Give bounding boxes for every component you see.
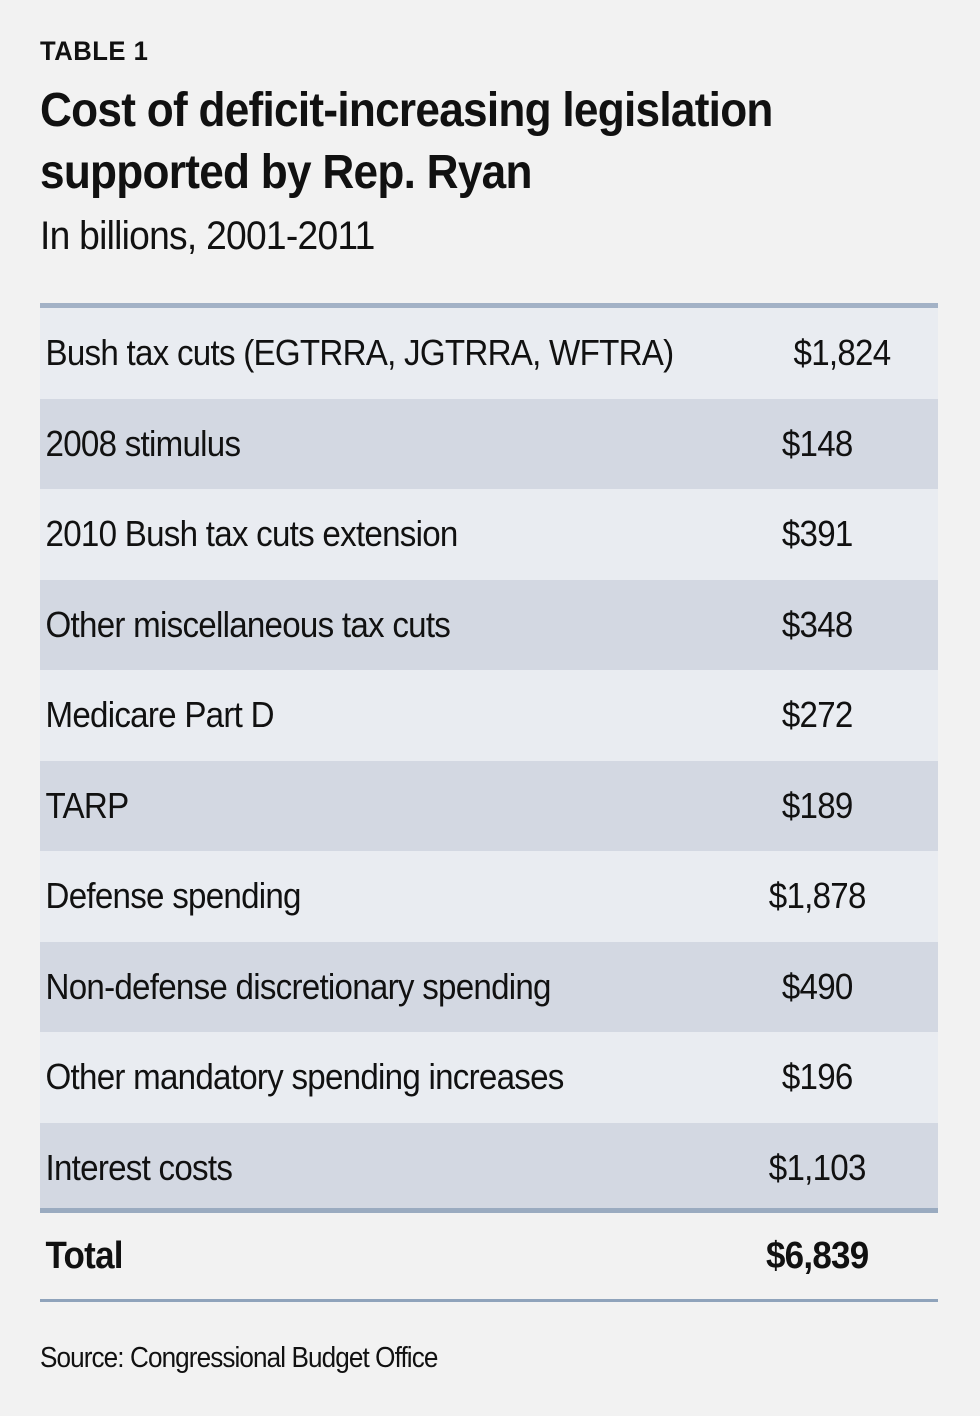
data-table: Bush tax cuts (EGTRRA, JGTRRA, WFTRA) $1…	[40, 303, 938, 1213]
row-label: Interest costs	[45, 1146, 233, 1188]
table-row: Defense spending $1,878	[40, 851, 938, 942]
row-value: $391	[781, 513, 853, 555]
row-label: Other mandatory spending increases	[45, 1056, 565, 1098]
row-label: 2008 stimulus	[45, 422, 242, 464]
table-row: Non-defense discretionary spending $490	[40, 941, 938, 1032]
total-value: $6,839	[765, 1234, 869, 1277]
row-label: Other miscellaneous tax cuts	[45, 603, 451, 645]
total-row: Total $6,839	[40, 1213, 938, 1299]
row-label: Bush tax cuts (EGTRRA, JGTRRA, WFTRA)	[45, 332, 675, 374]
row-value: $189	[781, 784, 853, 826]
table-row: Medicare Part D $272	[40, 670, 938, 761]
row-label: TARP	[45, 784, 130, 826]
source-note: Source: Congressional Budget Office	[40, 1342, 438, 1374]
table-row: Interest costs $1,103	[40, 1122, 938, 1213]
row-label: 2010 Bush tax cuts extension	[45, 513, 459, 555]
bottom-divider	[40, 1299, 938, 1302]
table-title: Cost of deficit-increasing legislation s…	[40, 84, 773, 199]
row-value: $490	[781, 965, 853, 1007]
row-value: $196	[781, 1056, 853, 1098]
row-value: $348	[781, 603, 853, 645]
row-value: $1,103	[768, 1146, 867, 1188]
row-label: Medicare Part D	[45, 694, 275, 736]
table-row: 2010 Bush tax cuts extension $391	[40, 489, 938, 580]
table-divider	[40, 1208, 938, 1213]
row-label: Defense spending	[45, 875, 302, 917]
table-row: Other mandatory spending increases $196	[40, 1032, 938, 1123]
table-subtitle: In billions, 2001-2011	[40, 214, 375, 258]
row-value: $1,878	[768, 875, 867, 917]
row-value: $148	[781, 422, 853, 464]
row-label: Non-defense discretionary spending	[45, 965, 552, 1007]
row-value: $272	[781, 694, 853, 736]
total-label: Total	[45, 1234, 124, 1277]
table-row: 2008 stimulus $148	[40, 398, 938, 489]
table-row: Bush tax cuts (EGTRRA, JGTRRA, WFTRA) $1…	[40, 308, 938, 399]
table-row: TARP $189	[40, 760, 938, 851]
table-label: TABLE 1	[40, 36, 149, 66]
row-value: $1,824	[793, 332, 892, 374]
table-row: Other miscellaneous tax cuts $348	[40, 579, 938, 670]
